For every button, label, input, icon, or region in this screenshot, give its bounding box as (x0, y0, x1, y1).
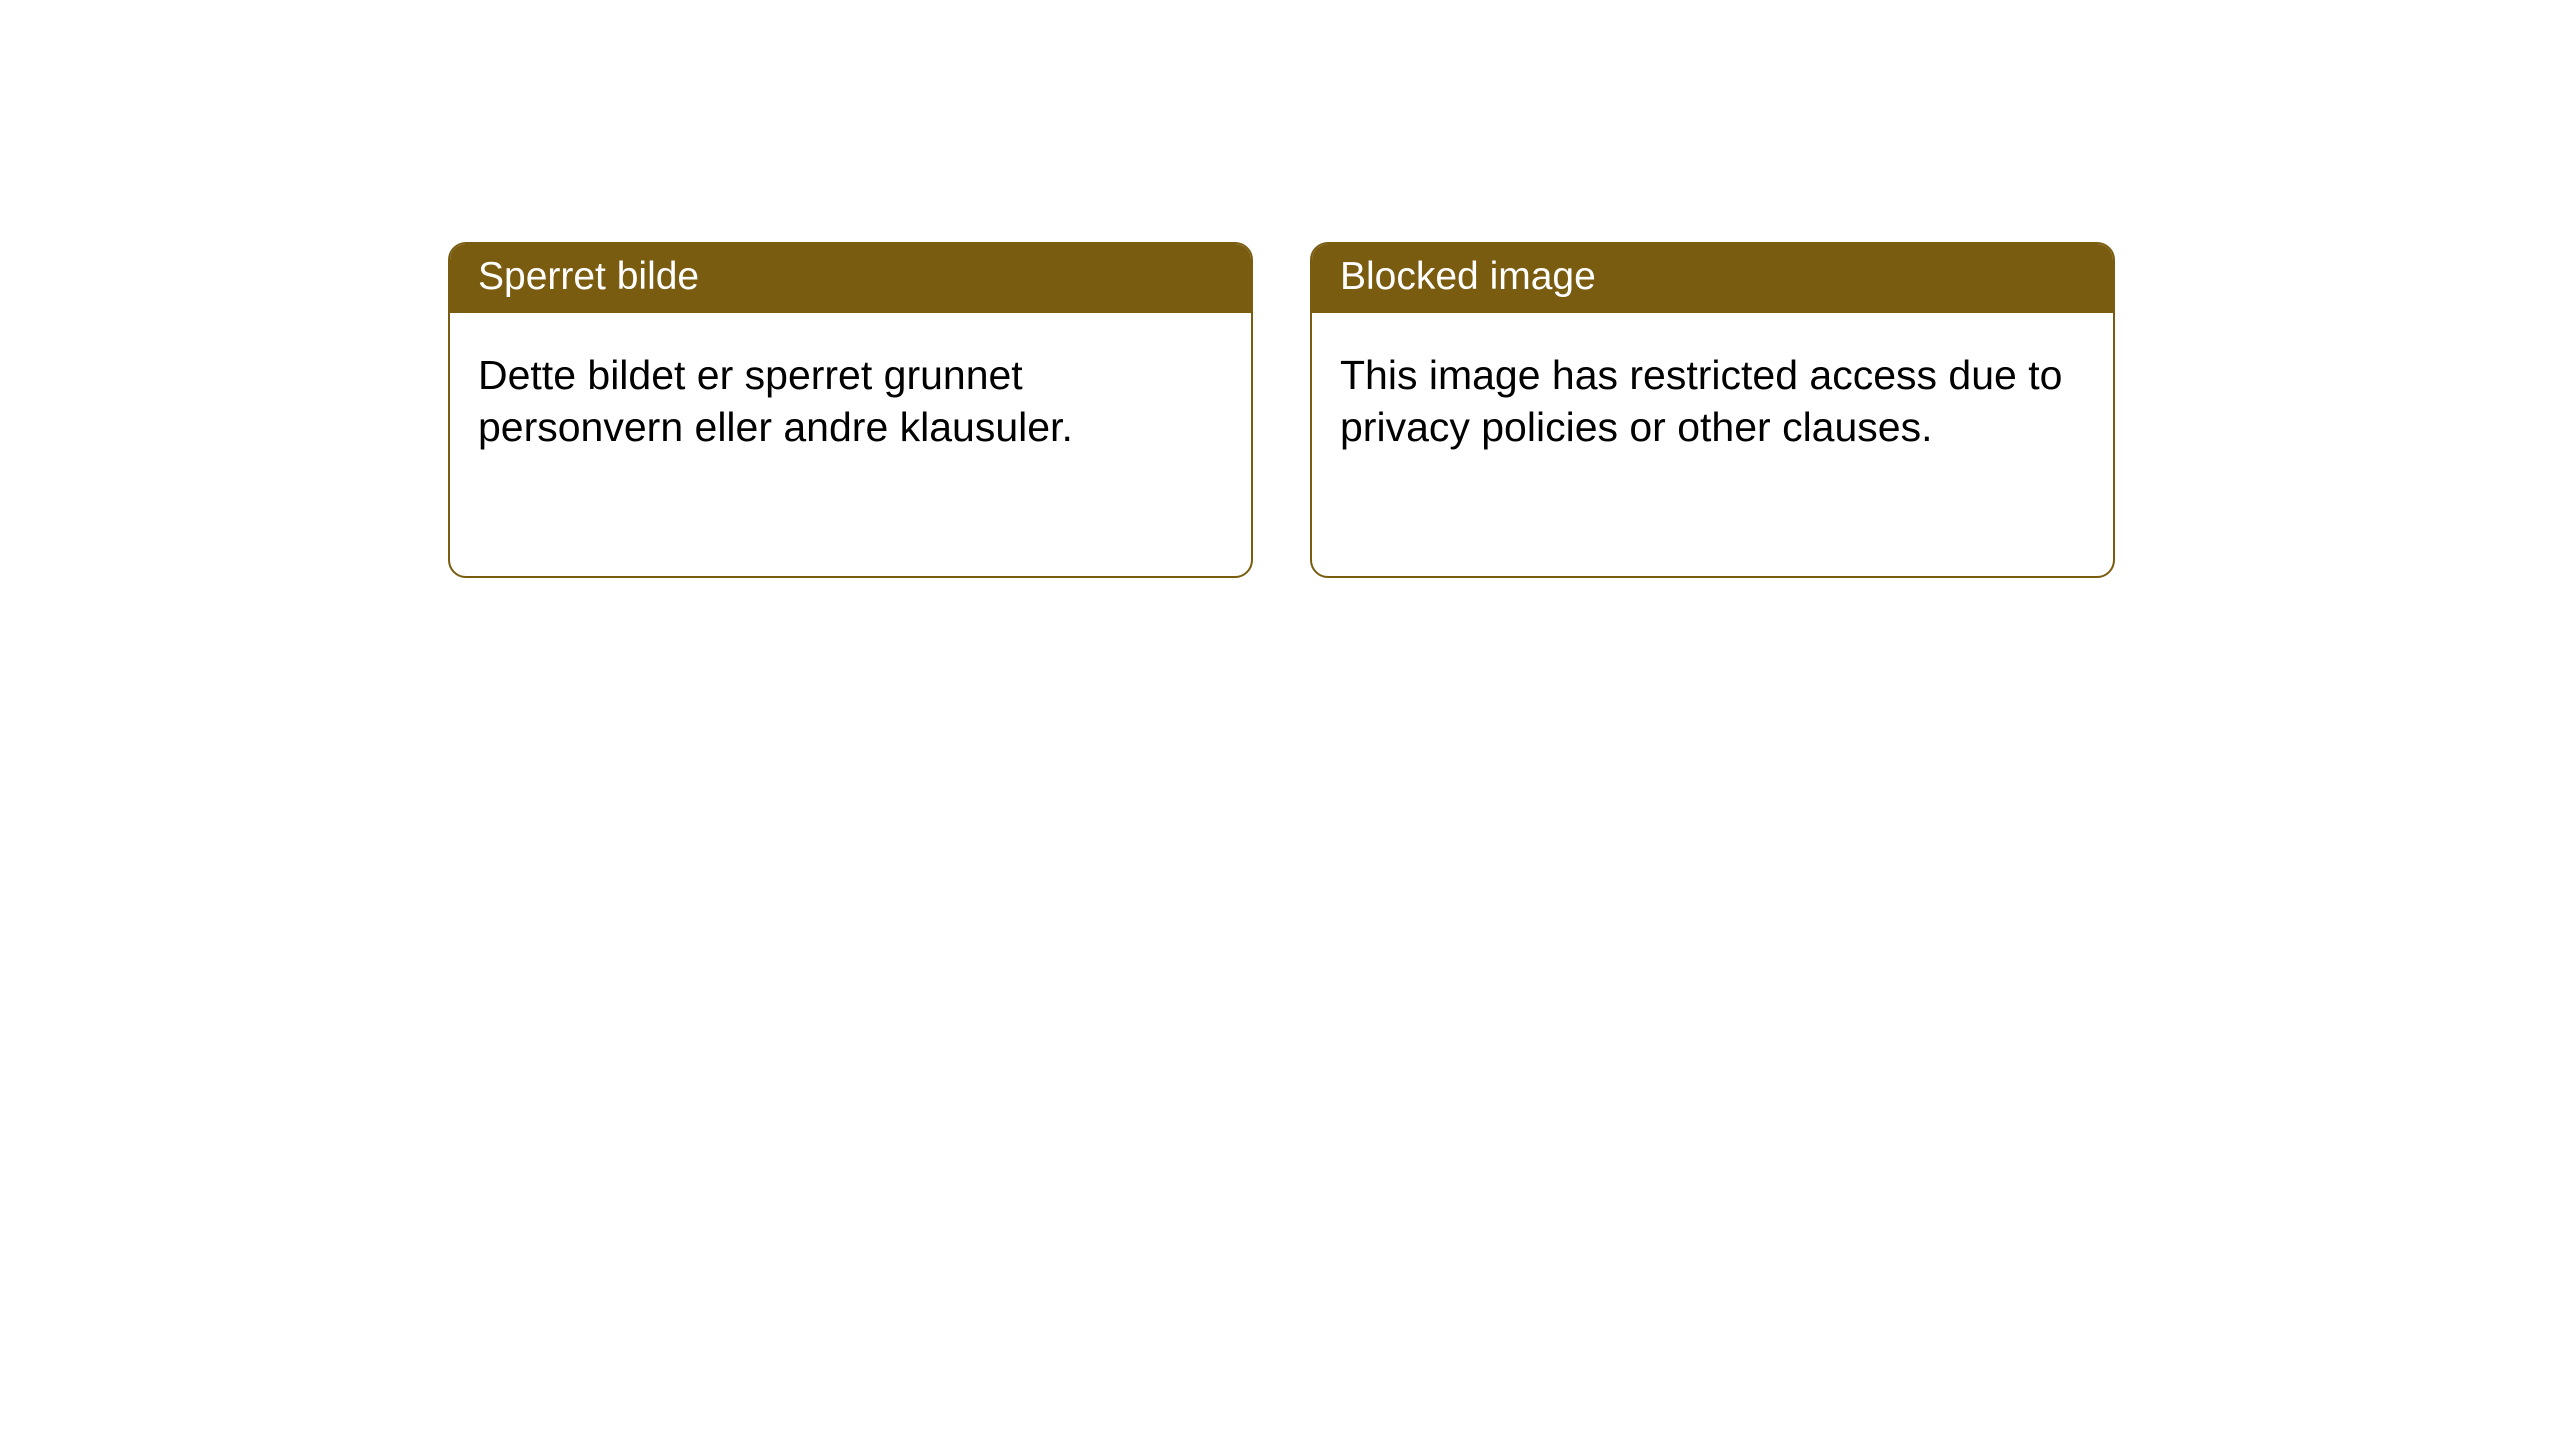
notice-card-english: Blocked image This image has restricted … (1310, 242, 2115, 578)
notice-body: Dette bildet er sperret grunnet personve… (450, 313, 1251, 482)
notice-card-norwegian: Sperret bilde Dette bildet er sperret gr… (448, 242, 1253, 578)
notice-container: Sperret bilde Dette bildet er sperret gr… (448, 242, 2115, 578)
notice-header: Sperret bilde (450, 244, 1251, 313)
notice-body: This image has restricted access due to … (1312, 313, 2113, 482)
notice-header: Blocked image (1312, 244, 2113, 313)
